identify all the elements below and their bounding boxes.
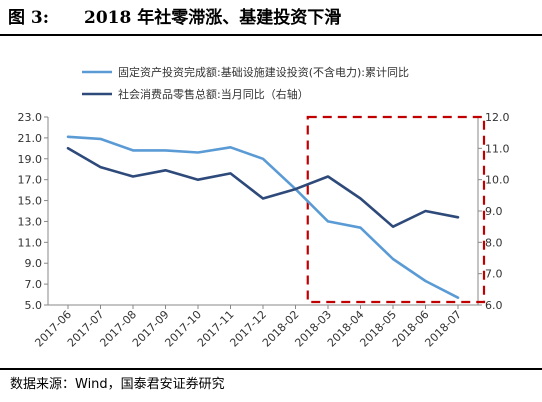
left-axis-tick-label: 19.0 [18, 153, 43, 166]
bottom-rule [0, 368, 542, 370]
right-axis-tick-label: 10.0 [485, 174, 510, 187]
left-axis-tick-label: 9.0 [25, 257, 43, 270]
source-note: 数据来源：Wind，国泰君安证券研究 [10, 377, 225, 392]
left-axis-tick-label: 21.0 [18, 132, 43, 145]
left-axis-tick-label: 13.0 [18, 215, 43, 228]
figure-title: 图 3: 2018 年社零滞涨、基建投资下滑 [8, 4, 534, 32]
left-axis-tick-label: 23.0 [18, 111, 43, 124]
right-axis-tick-label: 7.0 [485, 268, 503, 281]
legend-label: 社会消费品零售总额:当月同比（右轴） [118, 87, 309, 101]
highlight-box [306, 115, 486, 304]
figure-title-text: 2018 年社零滞涨、基建投资下滑 [84, 8, 342, 28]
left-axis-tick-label: 15.0 [18, 195, 43, 208]
right-axis-tick-label: 11.0 [485, 142, 510, 155]
left-axis-tick-label: 17.0 [18, 174, 43, 187]
right-axis-tick-label: 8.0 [485, 236, 503, 249]
right-axis-tick-label: 6.0 [485, 299, 503, 312]
left-axis-tick-label: 7.0 [25, 278, 43, 291]
retail-sales-line [66, 147, 460, 228]
right-axis-tick-label: 9.0 [485, 205, 503, 218]
legend-label: 固定资产投资完成额:基础设施建设投资(不含电力):累计同比 [118, 65, 409, 79]
figure-number: 图 3: [8, 8, 50, 28]
top-rule [0, 34, 542, 36]
right-axis-tick-label: 12.0 [485, 111, 510, 124]
left-axis-tick-label: 5.0 [25, 299, 43, 312]
infrastructure-investment-line [66, 135, 460, 300]
left-axis-tick-label: 11.0 [18, 236, 43, 249]
